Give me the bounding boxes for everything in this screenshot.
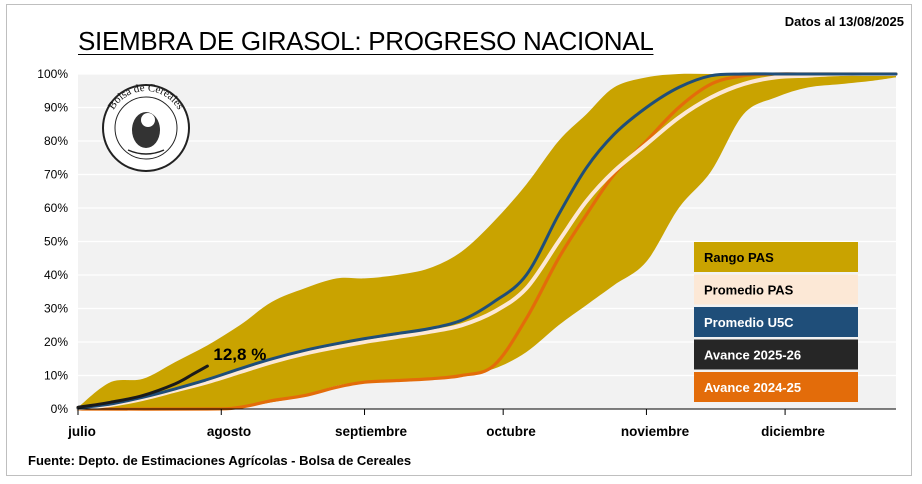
annotation-label: 12,8 % (213, 345, 266, 364)
series-line-promedio-u5c (76, 72, 898, 410)
x-tick-label: noviembre (621, 424, 690, 439)
series-band-rango-pas (78, 73, 896, 410)
legend-label-rango-pas: Rango PAS (704, 250, 774, 265)
x-tick-label: septiembre (335, 424, 408, 439)
legend-swatch-promedio-pas (694, 274, 858, 305)
legend-label-avance-2025-26: Avance 2025-26 (704, 348, 801, 363)
legend-swatch-promedio-u5c (694, 307, 858, 337)
y-tick-label: 60% (44, 201, 68, 215)
logo-figure-face (141, 113, 155, 127)
y-tick-labels: 0% 10% 20% 30% 40% 50% 60% 70% 80% 90% 100% (37, 67, 68, 416)
y-tick-label: 50% (44, 235, 68, 249)
series-lines (76, 71, 898, 411)
annotation-layer: 12,8 % (213, 345, 266, 364)
x-tick-label: octubre (486, 424, 536, 439)
source-note: Fuente: Depto. de Estimaciones Agrícolas… (28, 453, 412, 468)
range-band (78, 73, 896, 410)
y-tick-label: 80% (44, 134, 68, 148)
x-tick-labels: julio agosto septiembre octubre noviembre dic… (67, 424, 825, 439)
legend-label-promedio-u5c: Promedio U5C (704, 315, 794, 330)
legend-swatch-avance-2025-26 (694, 339, 858, 370)
y-tick-label: 30% (44, 302, 68, 316)
axes (77, 408, 896, 415)
y-tick-label: 70% (44, 168, 68, 182)
legend-label-avance-2024-25: Avance 2024-25 (704, 380, 801, 395)
y-tick-label: 0% (51, 402, 69, 416)
y-tick-label: 20% (44, 335, 68, 349)
logo-seal-icon: Bolsa de Cereales (102, 82, 190, 172)
date-note: Datos al 13/08/2025 (784, 14, 904, 29)
legend-label-promedio-pas: Promedio PAS (704, 283, 794, 298)
chart-title: SIEMBRA DE GIRASOL: PROGRESO NACIONAL (78, 26, 654, 56)
series-line-promedio-pas (76, 71, 898, 411)
x-tick-label: julio (67, 424, 96, 439)
logo-ribbon (127, 149, 165, 155)
y-tick-label: 10% (44, 369, 68, 383)
legend-swatch-rango-pas (694, 242, 858, 272)
y-tick-label: 100% (37, 67, 68, 81)
x-tick-label: agosto (207, 424, 251, 439)
legend: Rango PAS Promedio PAS Promedio U5C Avance … (694, 242, 858, 402)
y-tick-label: 40% (44, 268, 68, 282)
y-tick-label: 90% (44, 101, 68, 115)
legend-swatch-avance-2024-25 (694, 372, 858, 402)
series-line-avance-2025-26 (76, 364, 209, 409)
x-tick-label: diciembre (761, 424, 825, 439)
